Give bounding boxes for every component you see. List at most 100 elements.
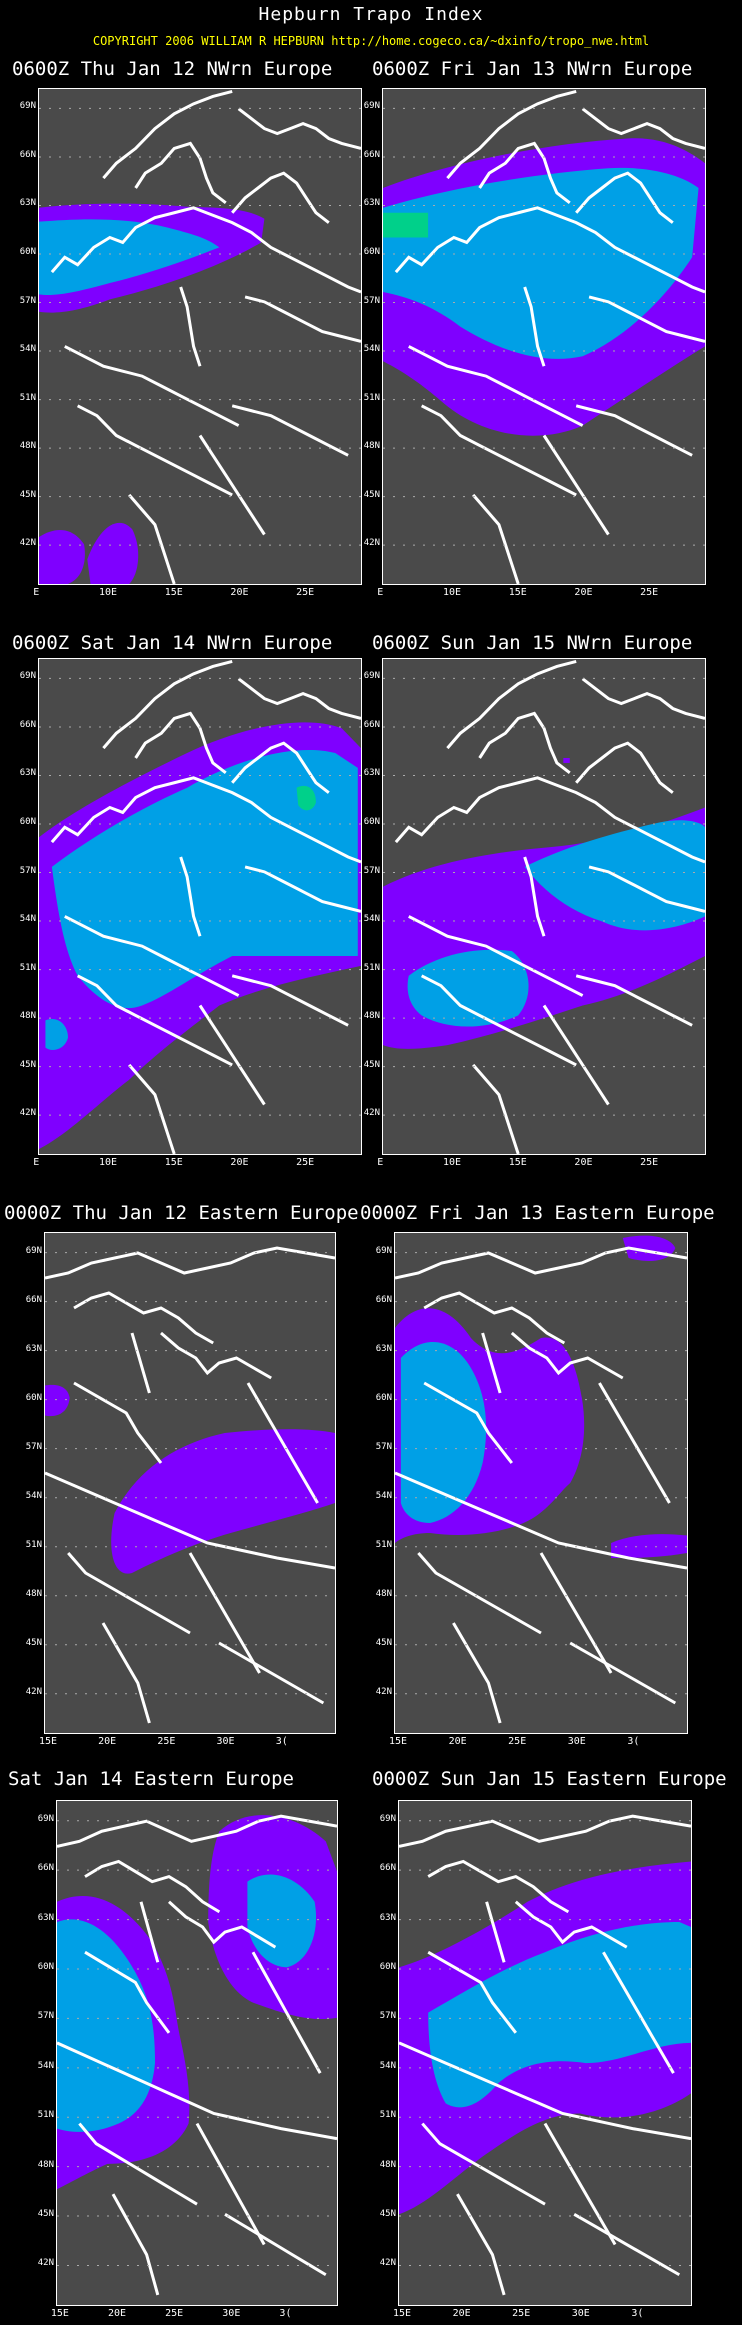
lon-tick-label: 10E (99, 1157, 118, 1168)
lat-tick-label: 45N (363, 489, 380, 500)
coastline (447, 91, 576, 178)
lat-tick-label: 48N (37, 2159, 54, 2170)
coastline (544, 1006, 608, 1105)
coastline (52, 778, 361, 862)
lat-tick-label: 48N (19, 441, 36, 452)
coastline (85, 1952, 169, 2033)
lat-tick-label: 66N (19, 719, 36, 730)
coastline (570, 1643, 675, 1703)
panel-title: 0600Z Sun Jan 15 NWrn Europe (372, 632, 693, 654)
coastline (57, 2043, 337, 2139)
map-area (382, 88, 706, 585)
coastline (589, 867, 705, 912)
lat-tick-label: 42N (37, 2258, 54, 2269)
lat-tick-label: 45N (37, 2209, 54, 2220)
coastline (576, 743, 673, 793)
panel-title: 0000Z Thu Jan 12 Eastern Europe (4, 1202, 359, 1224)
map-area (398, 1800, 692, 2306)
index-region-low (87, 522, 139, 584)
index-region-mid (407, 949, 529, 1027)
panel-title: 0000Z Sun Jan 15 Eastern Europe (372, 1768, 727, 1790)
coastline (245, 297, 361, 342)
coastline (480, 143, 570, 202)
coastline (103, 661, 232, 748)
coastline (418, 1553, 541, 1633)
coastline (422, 976, 577, 1065)
lat-tick-label: 66N (375, 1294, 392, 1305)
lon-tick-label: E (377, 587, 384, 598)
lat-tick-label: 69N (363, 101, 380, 112)
trapo-index-map (39, 659, 361, 1154)
coastline (396, 778, 705, 862)
coastline (545, 2124, 615, 2245)
coastline (200, 1006, 264, 1105)
index-region-high (383, 212, 429, 238)
lon-tick-label: 15E (164, 1157, 183, 1168)
coastline (103, 1623, 149, 1723)
lat-tick-label: 57N (363, 865, 380, 876)
lat-tick-label: 51N (375, 1539, 392, 1550)
coastline (599, 1383, 669, 1503)
lon-tick-label: 15E (164, 587, 183, 598)
lat-tick-label: 60N (37, 1962, 54, 1972)
coastline (576, 406, 692, 456)
lon-tick-label: 15E (392, 2308, 412, 2319)
lat-tick-label: 57N (379, 2011, 396, 2022)
lat-tick-label: 51N (363, 392, 380, 403)
lon-tick-label: 15E (388, 1736, 408, 1747)
coastline (161, 1333, 271, 1378)
coastline (136, 713, 226, 772)
map-area (38, 88, 362, 585)
coastline (68, 1553, 190, 1633)
lon-tick-label: 25E (296, 587, 315, 598)
coastline (409, 916, 583, 995)
lon-tick-label: 20E (98, 1736, 117, 1747)
coastline (239, 679, 361, 719)
lat-tick-label: 63N (363, 198, 380, 209)
lat-tick-label: 60N (375, 1392, 392, 1403)
coastline (395, 1248, 687, 1278)
coastline (409, 346, 583, 425)
panel-title: Sat Jan 14 Eastern Europe (8, 1768, 294, 1790)
coastline (422, 406, 577, 495)
lat-tick-label: 63N (37, 1912, 54, 1923)
coastline (395, 1473, 687, 1568)
trapo-index-map (399, 1801, 691, 2305)
lat-tick-label: 69N (363, 671, 380, 682)
lat-tick-label: 54N (375, 1490, 392, 1501)
lat-tick-label: 63N (379, 1912, 396, 1923)
lon-tick-label: 3( (275, 1736, 288, 1747)
coastline (603, 1952, 673, 2073)
lat-tick-label: 51N (19, 962, 36, 973)
coastline (576, 173, 673, 223)
coastline (483, 1333, 501, 1393)
lon-tick-label: 25E (640, 1157, 659, 1168)
coastline (457, 2194, 504, 2295)
lat-tick-label: 63N (25, 1343, 42, 1354)
coastline (225, 2214, 326, 2274)
trapo-index-map (45, 1233, 335, 1733)
lon-tick-label: 15E (508, 1157, 527, 1168)
coastline (253, 1952, 320, 2073)
lon-tick-label: 25E (512, 2308, 531, 2319)
lat-tick-label: 66N (363, 149, 380, 160)
coastline (85, 1861, 219, 1911)
lat-tick-label: 57N (375, 1441, 392, 1452)
lon-tick-label: 15E (50, 2308, 69, 2319)
lon-tick-label: 3( (627, 1736, 640, 1747)
lon-tick-label: 30E (571, 2308, 590, 2319)
coastline (487, 1902, 505, 1962)
lon-tick-label: 10E (443, 1157, 462, 1168)
coastline (248, 1383, 318, 1503)
coastline (200, 436, 264, 535)
lat-tick-label: 45N (25, 1637, 42, 1648)
coastline (219, 1643, 323, 1703)
coastline (45, 1473, 335, 1568)
lat-tick-label: 54N (19, 344, 36, 355)
coastline (181, 287, 200, 366)
trapo-index-map (39, 89, 361, 584)
coastline (232, 406, 348, 456)
copyright-notice: COPYRIGHT 2006 WILLIAM R HEPBURN http://… (92, 34, 650, 48)
lon-tick-label: 20E (108, 2308, 127, 2319)
lat-tick-label: 45N (363, 1059, 380, 1070)
